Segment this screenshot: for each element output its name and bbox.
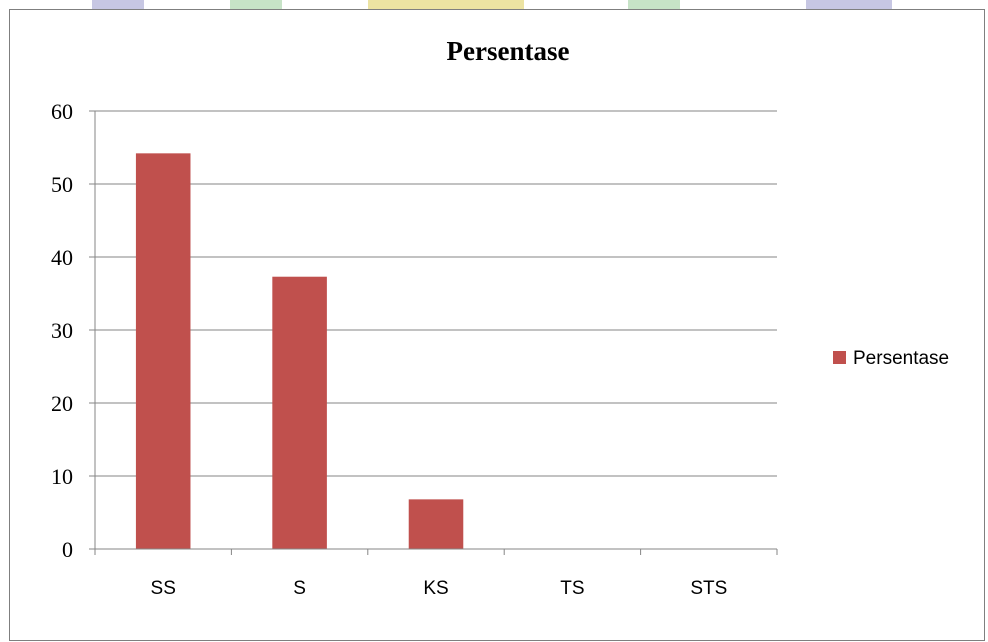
top-band [368, 0, 524, 9]
x-tick-label: SS [151, 578, 176, 599]
bar [408, 499, 464, 549]
y-tick-label: 40 [51, 245, 73, 270]
bar [135, 153, 191, 549]
y-tick-label: 50 [51, 172, 73, 197]
top-band [628, 0, 680, 9]
legend-label: Persentase [853, 348, 949, 369]
gridlines [95, 110, 777, 477]
bars [135, 153, 464, 549]
y-tick-labels: 0 10 20 30 40 50 60 [51, 99, 73, 562]
axes [89, 110, 778, 555]
x-tick-label: TS [560, 578, 584, 599]
chart-title: Persentase [447, 36, 570, 66]
x-tick-label: KS [423, 578, 448, 599]
background-top-bands [92, 0, 892, 9]
top-band [806, 0, 892, 9]
top-band [92, 0, 144, 9]
chart-border [9, 9, 985, 641]
x-tick-label: STS [690, 578, 727, 599]
y-tick-label: 0 [62, 537, 73, 562]
y-tick-label: 30 [51, 318, 73, 343]
x-tick-labels: SS S KS TS STS [151, 578, 728, 599]
y-tick-label: 60 [51, 99, 73, 124]
top-band [230, 0, 282, 9]
bar [272, 276, 327, 549]
legend-swatch [833, 351, 846, 364]
y-tick-label: 10 [51, 464, 73, 489]
y-tick-label: 20 [51, 391, 73, 416]
x-tick-label: S [293, 578, 306, 599]
legend: Persentase [833, 348, 949, 369]
